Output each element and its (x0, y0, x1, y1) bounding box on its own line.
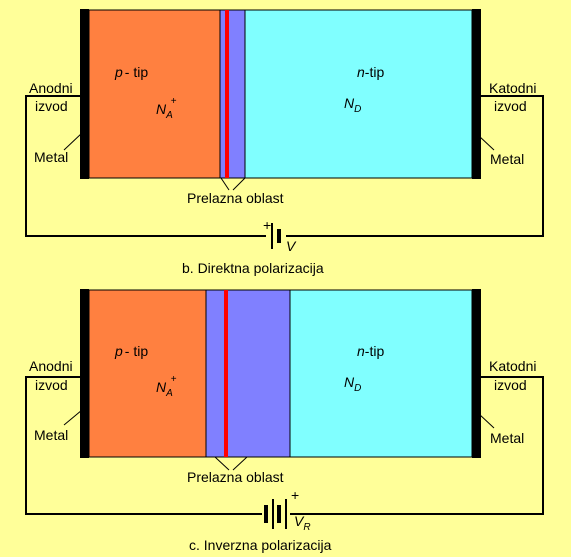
anode-wire (25, 376, 262, 515)
donor-doping-label: ND (344, 95, 361, 115)
anode-wire (25, 95, 266, 237)
cathode-label-line1: Katodni (489, 80, 536, 96)
anode-label-line2: izvod (35, 377, 68, 393)
anode-metal-contact (80, 289, 89, 458)
junction-pointer-right (232, 456, 248, 471)
battery-plus-sign: + (263, 217, 271, 233)
acceptor-doping-label: NA+ (156, 96, 177, 121)
cathode-wire (290, 376, 544, 515)
n-type-label: n-tip (357, 64, 384, 80)
cathode-metal-contact (472, 9, 481, 179)
battery-symbol (271, 223, 281, 249)
junction-pointer-right (232, 177, 246, 191)
junction-line (225, 10, 229, 178)
cathode-metal-contact (472, 289, 481, 458)
p-type-label: p- tip (114, 343, 148, 359)
forward-bias-diagram: + V p- tip NA+ n-tip ND Anodni izvod Met… (25, 9, 544, 276)
anode-metal-pointer (63, 409, 83, 426)
depletion-region (219, 9, 246, 179)
junction-line (224, 290, 228, 457)
anode-metal-label: Metal (34, 149, 68, 165)
junction-label: Prelazna oblast (187, 190, 284, 206)
p-type-label: p- tip (114, 64, 148, 80)
cathode-label-line2: izvod (494, 377, 527, 393)
cathode-wire (286, 95, 544, 237)
anode-label-line1: Anodni (29, 358, 73, 374)
battery-plus-sign: + (291, 487, 299, 503)
reverse-bias-diagram: + VR p- tip NA+ n-tip ND Anodni izvod Me… (25, 289, 544, 553)
junction-label: Prelazna oblast (187, 469, 284, 485)
n-region (244, 9, 473, 179)
battery-voltage-label: VR (294, 513, 311, 533)
anode-metal-contact (80, 9, 89, 179)
p-region (88, 289, 207, 458)
reverse-bias-caption: c. Inverzna polarizacija (189, 537, 332, 553)
junction-pointer-left (214, 456, 230, 471)
cathode-metal-label: Metal (490, 430, 524, 446)
junction-pointer-left (220, 177, 230, 191)
anode-label-line1: Anodni (29, 80, 73, 96)
anode-label-line2: izvod (35, 98, 68, 114)
n-type-label: n-tip (357, 343, 384, 359)
anode-metal-pointer (63, 132, 83, 151)
cathode-metal-pointer (478, 413, 495, 429)
p-region (88, 9, 222, 179)
n-region (289, 289, 473, 458)
battery-symbol (264, 499, 287, 529)
forward-bias-caption: b. Direktna polarizacija (182, 260, 324, 276)
depletion-region (205, 289, 291, 458)
cathode-label-line1: Katodni (489, 358, 536, 374)
acceptor-doping-label: NA+ (156, 374, 177, 399)
cathode-label-line2: izvod (494, 98, 527, 114)
cathode-metal-pointer (478, 135, 495, 151)
donor-doping-label: ND (344, 374, 361, 394)
cathode-metal-label: Metal (490, 151, 524, 167)
battery-voltage-label: V (286, 238, 297, 254)
anode-metal-label: Metal (34, 427, 68, 443)
